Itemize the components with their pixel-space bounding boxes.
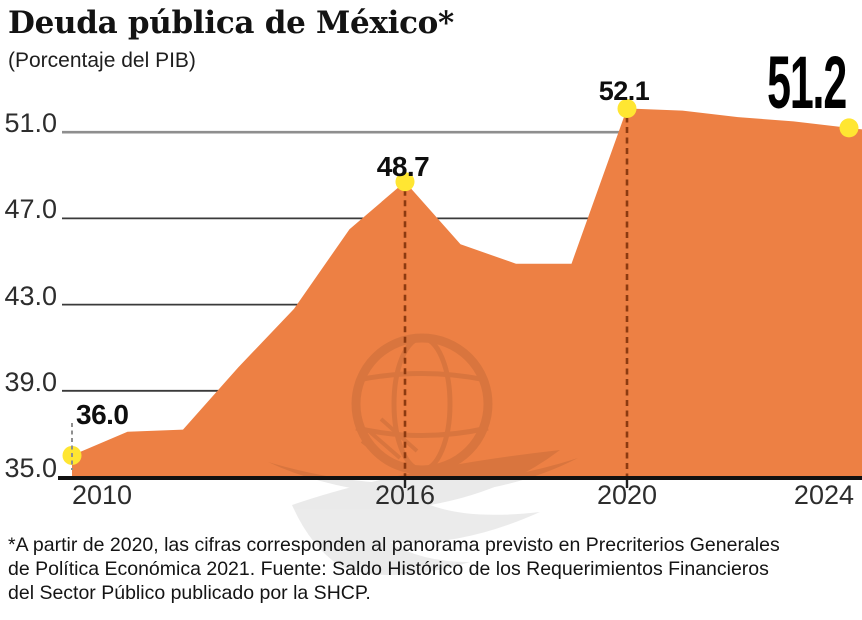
chart-subtitle: (Porcentaje del PIB) (8, 49, 196, 73)
source-footnote: *A partir de 2020, las cifras correspond… (8, 534, 780, 604)
x-tick-label: 2024 (793, 480, 854, 510)
debt-area-fill (72, 108, 862, 478)
chart-header: Deuda pública de México* (Porcentaje del… (8, 6, 454, 73)
x-tick-label: 2020 (596, 480, 658, 510)
data-label-2020: 52.1 (598, 76, 650, 106)
chart-title: Deuda pública de México* (8, 5, 454, 41)
y-tick-label: 43.0 (4, 280, 57, 311)
data-label-2010: 36.0 (76, 399, 129, 430)
publisher-watermark-globe-eagle-icon (268, 333, 578, 576)
data-point-markers (62, 98, 859, 465)
y-tick-label: 35.0 (4, 453, 57, 483)
y-tick-label: 51.0 (4, 108, 57, 139)
data-label-2024-latest: 51.2 (767, 41, 847, 124)
x-tick-label: 2010 (72, 480, 133, 510)
x-tick-label: 2016 (374, 480, 436, 510)
y-tick-label: 39.0 (4, 366, 57, 397)
annotation-guide-lines (403, 116, 629, 488)
data-label-2016: 48.7 (376, 151, 430, 182)
y-tick-label: 47.0 (4, 194, 57, 225)
